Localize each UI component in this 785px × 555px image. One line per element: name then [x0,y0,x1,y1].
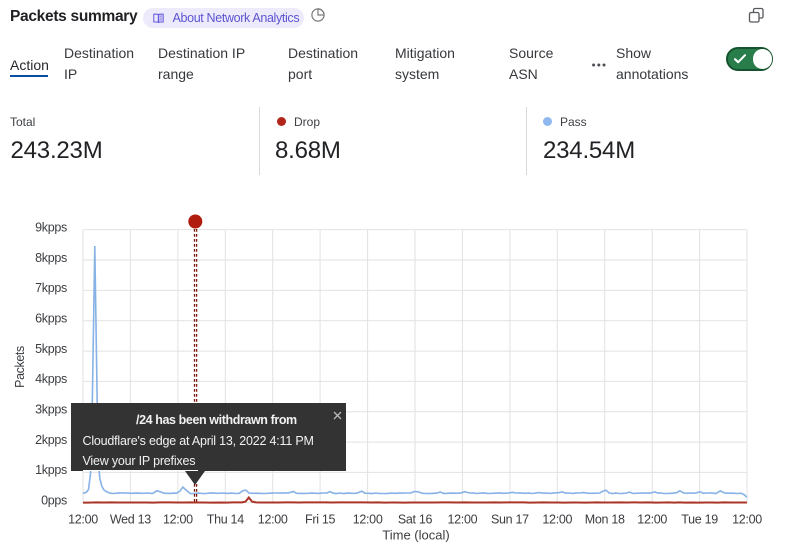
svg-text:Thu 14: Thu 14 [207,513,244,527]
svg-text:Tue 19: Tue 19 [681,513,718,527]
svg-text:12:00: 12:00 [68,513,98,527]
svg-text:0pps: 0pps [41,494,67,508]
svg-text:Wed 13: Wed 13 [110,513,151,527]
svg-text:12:00: 12:00 [732,513,762,527]
svg-text:Mon 18: Mon 18 [585,513,625,527]
svg-text:Time (local): Time (local) [382,528,449,543]
svg-text:4kpps: 4kpps [35,372,67,386]
svg-text:Sun 17: Sun 17 [491,513,529,527]
svg-text:9kpps: 9kpps [35,220,67,234]
svg-text:12:00: 12:00 [448,513,478,527]
svg-text:5kpps: 5kpps [35,342,67,356]
svg-text:12:00: 12:00 [258,513,288,527]
svg-text:8kpps: 8kpps [35,251,67,265]
svg-text:1kpps: 1kpps [35,463,67,477]
svg-text:2kpps: 2kpps [35,433,67,447]
svg-text:12:00: 12:00 [637,513,667,527]
svg-text:3kpps: 3kpps [35,403,67,417]
svg-text:7kpps: 7kpps [35,281,67,295]
svg-text:6kpps: 6kpps [35,312,67,326]
svg-text:Packets: Packets [13,346,27,388]
svg-text:Sat 16: Sat 16 [398,513,433,527]
svg-text:12:00: 12:00 [353,513,383,527]
svg-text:12:00: 12:00 [163,513,193,527]
svg-text:Fri 15: Fri 15 [305,513,336,527]
svg-text:12:00: 12:00 [542,513,572,527]
